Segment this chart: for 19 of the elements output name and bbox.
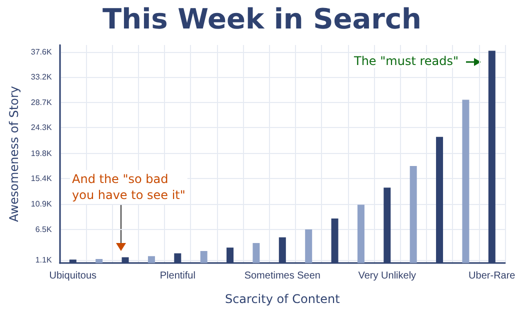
y-axis-title: Awesomeness of Story — [7, 86, 21, 222]
y-tick-label: 28.7K — [30, 98, 52, 108]
annotation: And the "so bad you have to see it" — [72, 172, 186, 202]
x-tick-label: Very Unlikely — [358, 270, 416, 282]
y-tick-label: 37.6K — [30, 47, 52, 56]
x-tick-label: Plentiful — [160, 270, 196, 282]
annotation: The "must reads" — [353, 54, 459, 68]
x-tick-label: Ubiquitous — [49, 270, 97, 282]
y-tick-label: 15.4K — [30, 174, 52, 184]
y-tick-label: 10.9K — [30, 200, 52, 209]
y-tick-label: 19.8K — [30, 148, 52, 158]
y-tick-label: 33.2K — [30, 72, 52, 82]
y-tick-label: 1.1K — [35, 256, 52, 265]
x-tick-label: Uber-Rare — [468, 270, 516, 282]
chart-title: This Week in Search — [102, 2, 422, 36]
y-tick-label: 24.3K — [30, 123, 52, 132]
y-tick-label: 6.5K — [35, 224, 52, 234]
x-axis-title: Scarcity of Content — [224, 292, 340, 306]
x-tick-label: Sometimes Seen — [244, 270, 320, 282]
